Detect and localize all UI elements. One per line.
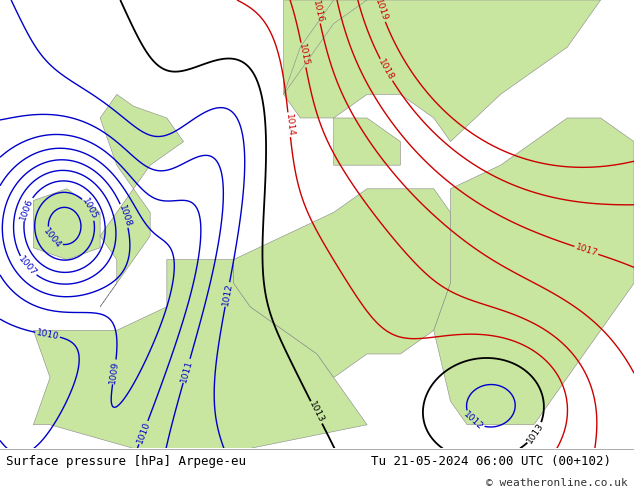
Text: 1016: 1016	[311, 0, 325, 24]
Text: 1004: 1004	[42, 226, 63, 250]
Text: 1008: 1008	[117, 203, 133, 228]
Text: 1012: 1012	[221, 282, 234, 306]
Text: 1011: 1011	[179, 359, 194, 383]
Text: 1013: 1013	[307, 400, 326, 425]
Text: Tu 21-05-2024 06:00 UTC (00+102): Tu 21-05-2024 06:00 UTC (00+102)	[371, 455, 611, 468]
Text: 1005: 1005	[81, 197, 100, 221]
Text: Surface pressure [hPa] Arpege-eu: Surface pressure [hPa] Arpege-eu	[6, 455, 247, 468]
Text: 1017: 1017	[574, 243, 598, 258]
Text: 1012: 1012	[462, 410, 485, 432]
Text: 1014: 1014	[283, 113, 295, 137]
Text: 1007: 1007	[16, 255, 38, 278]
Text: 1009: 1009	[108, 360, 120, 384]
Text: 1006: 1006	[19, 196, 35, 221]
Text: 1013: 1013	[526, 421, 546, 445]
Text: © weatheronline.co.uk: © weatheronline.co.uk	[486, 477, 628, 488]
Text: 1018: 1018	[377, 58, 396, 82]
Text: 1019: 1019	[373, 0, 389, 23]
Text: 1010: 1010	[36, 328, 60, 342]
Text: 1010: 1010	[135, 420, 152, 445]
Text: 1015: 1015	[297, 43, 310, 67]
